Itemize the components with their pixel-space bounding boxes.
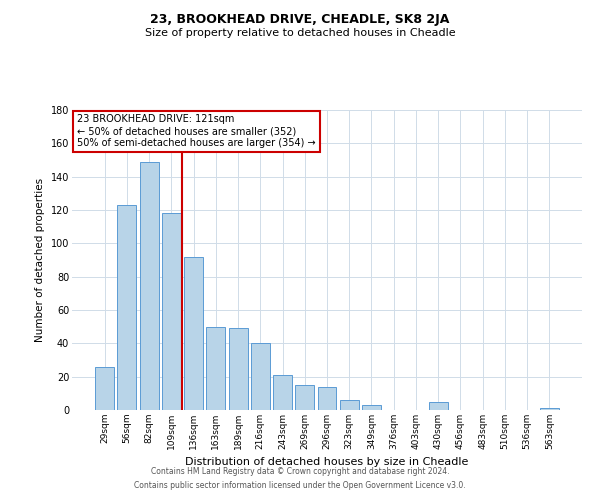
Y-axis label: Number of detached properties: Number of detached properties — [35, 178, 45, 342]
Bar — [362, 405, 381, 410]
Bar — [251, 344, 270, 410]
X-axis label: Distribution of detached houses by size in Cheadle: Distribution of detached houses by size … — [185, 458, 469, 468]
Text: Contains HM Land Registry data © Crown copyright and database right 2024.: Contains HM Land Registry data © Crown c… — [151, 467, 449, 476]
Bar — [95, 366, 114, 410]
Bar — [206, 326, 225, 410]
Bar — [229, 328, 248, 410]
Bar — [295, 385, 314, 410]
Text: 23, BROOKHEAD DRIVE, CHEADLE, SK8 2JA: 23, BROOKHEAD DRIVE, CHEADLE, SK8 2JA — [151, 12, 449, 26]
Text: 23 BROOKHEAD DRIVE: 121sqm
← 50% of detached houses are smaller (352)
50% of sem: 23 BROOKHEAD DRIVE: 121sqm ← 50% of deta… — [77, 114, 316, 148]
Bar — [317, 386, 337, 410]
Bar — [162, 214, 181, 410]
Bar — [340, 400, 359, 410]
Bar — [184, 256, 203, 410]
Bar — [118, 205, 136, 410]
Bar — [273, 375, 292, 410]
Bar — [540, 408, 559, 410]
Bar — [429, 402, 448, 410]
Text: Contains public sector information licensed under the Open Government Licence v3: Contains public sector information licen… — [134, 481, 466, 490]
Bar — [140, 162, 158, 410]
Text: Size of property relative to detached houses in Cheadle: Size of property relative to detached ho… — [145, 28, 455, 38]
